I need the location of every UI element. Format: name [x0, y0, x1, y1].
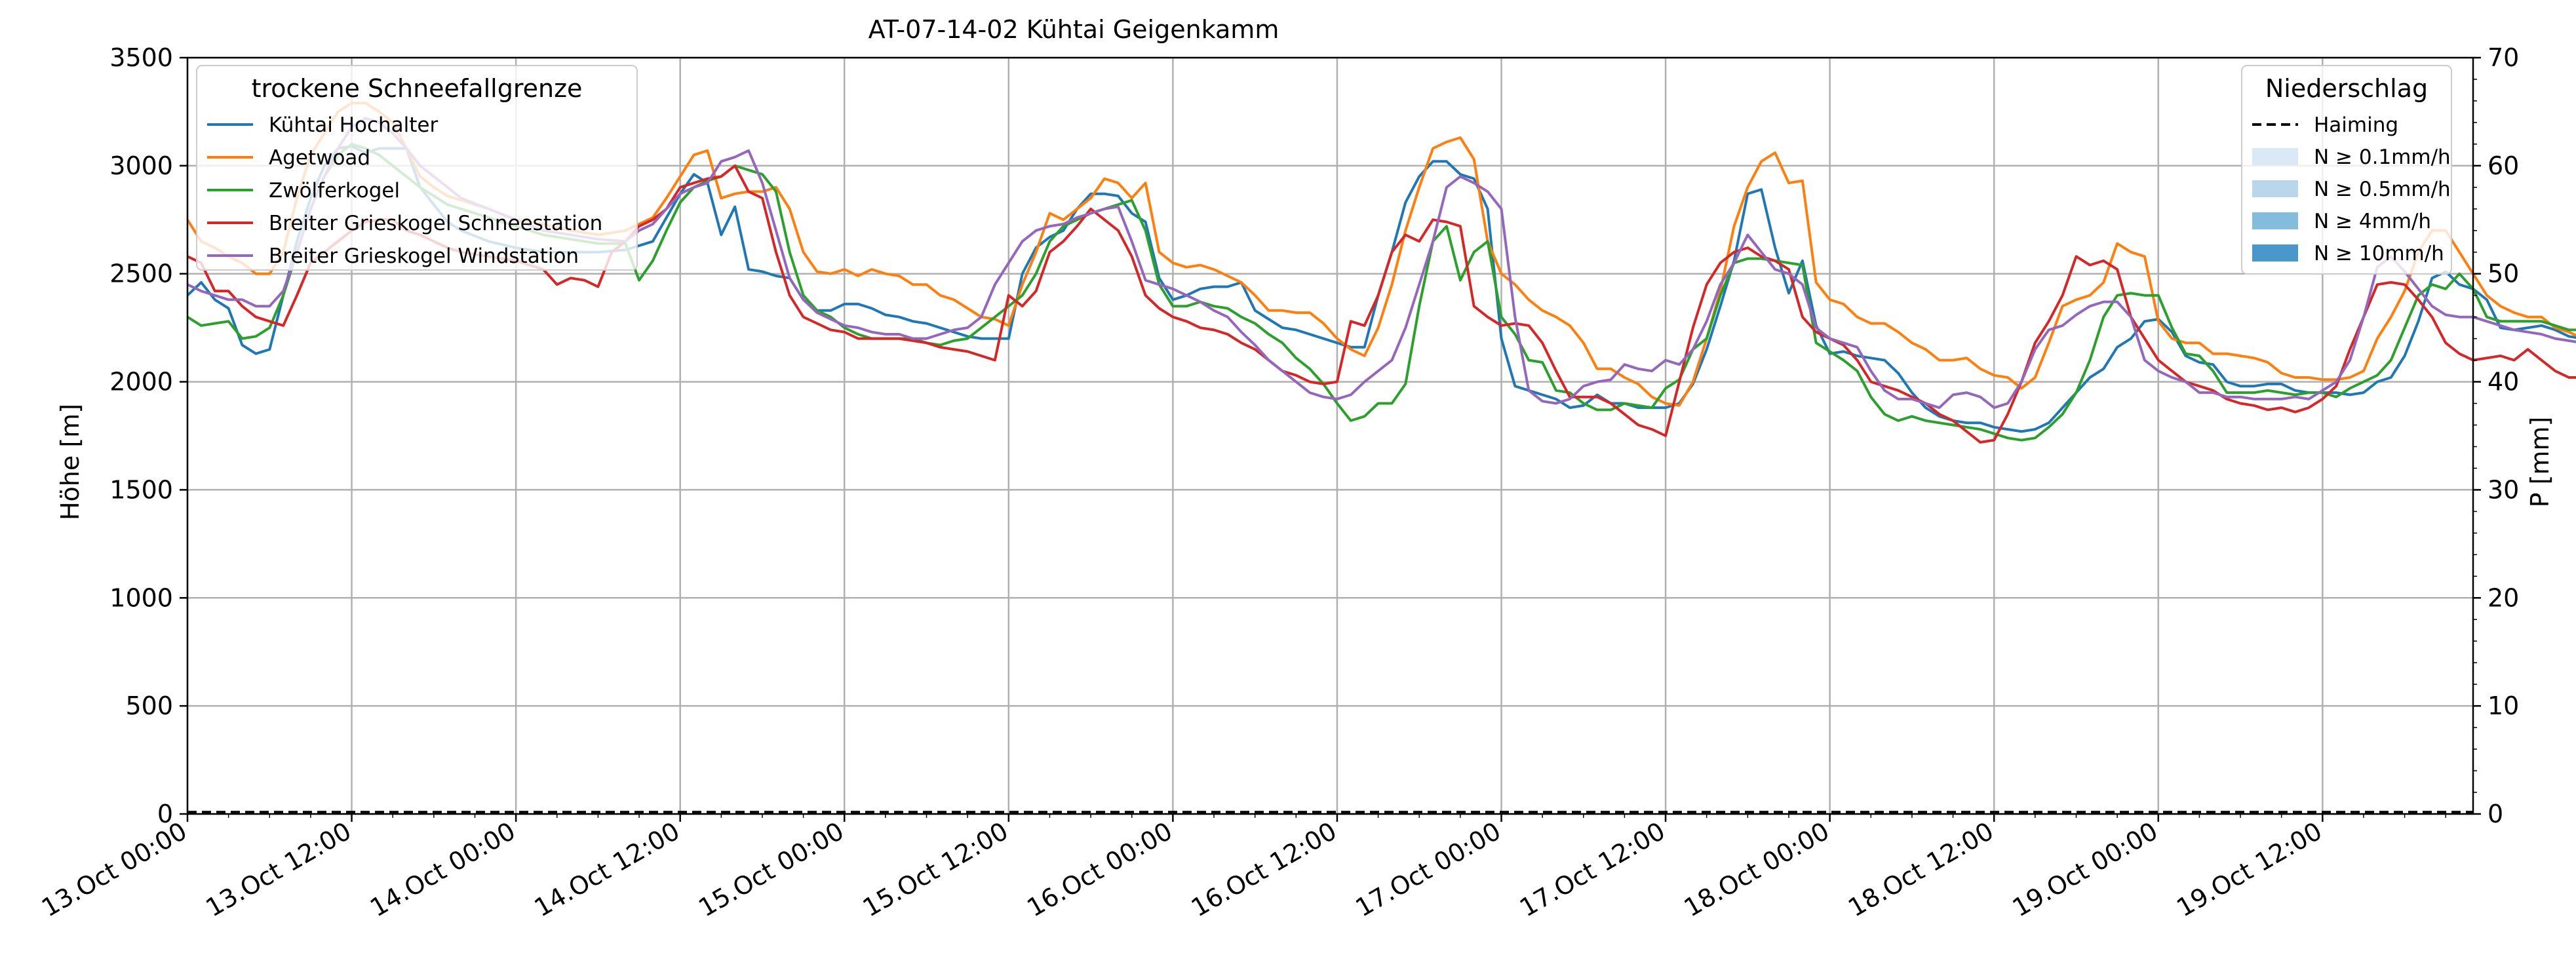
legend-precipitation-swatch: [2252, 180, 2298, 197]
y-axis-right-label: P [mm]: [2526, 417, 2554, 508]
y-axis-label: Höhe [m]: [56, 404, 85, 520]
y-tick-label: 3000: [109, 151, 173, 180]
legend-precipitation-swatch: [2252, 244, 2298, 261]
y-tick-label: 3500: [109, 43, 173, 72]
series-line-2: [186, 102, 2576, 407]
legend-snowline-label: Agetwoad: [269, 146, 370, 170]
legend-precipitation: Niederschlag Haiming N ≥ 0.1mm/h N ≥ 0.5mm…: [2241, 65, 2452, 275]
y-tick-label: 0: [157, 800, 173, 828]
legend-precipitation-swatch: [2252, 212, 2298, 229]
legend-snowline-label: Zwölferkogel: [269, 179, 400, 203]
y-right-tick-label: 60: [2488, 151, 2519, 180]
axes-frame: [186, 56, 2474, 815]
series-line-1: [186, 145, 2576, 433]
legend-snowline-box: [196, 65, 638, 271]
legend-snowline-label: Breiter Grieskogel Schneestation: [269, 212, 602, 235]
y-tick-label: 1500: [109, 475, 173, 504]
y-right-tick-label: 20: [2488, 583, 2519, 612]
legend-precipitation-title: Niederschlag: [2265, 74, 2428, 103]
series-line-3: [186, 142, 2576, 442]
y-right-tick-label: 0: [2488, 800, 2503, 828]
legend-snowline-title: trockene Schneefallgrenze: [252, 74, 583, 103]
legend-precipitation-label: N ≥ 0.5mm/h: [2314, 178, 2451, 201]
y-right-tick-label: 40: [2488, 368, 2519, 396]
y-right-tick-label: 70: [2488, 43, 2519, 72]
legend-snowline-label: Breiter Grieskogel Windstation: [269, 244, 579, 268]
y-tick-label: 2500: [109, 260, 173, 288]
legend-precipitation-label: N ≥ 4mm/h: [2314, 210, 2431, 233]
y-axis-left-ticks: 0 500 1000 1500 2000 2500 3000 3500: [109, 43, 187, 828]
legend-snowline-label: Kühtai Hochalter: [269, 113, 439, 137]
y-right-tick-label: 30: [2488, 475, 2519, 504]
chart-title: AT-07-14-02 Kühtai Geigenkamm: [868, 15, 1279, 44]
y-tick-label: 1000: [109, 583, 173, 612]
legend-precipitation-swatch: [2252, 148, 2298, 165]
y-right-tick-label: 10: [2488, 691, 2519, 720]
legend-precipitation-label: Haiming: [2314, 113, 2398, 137]
legend-precipitation-label: N ≥ 10mm/h: [2314, 242, 2444, 265]
legend-precipitation-label: N ≥ 0.1mm/h: [2314, 145, 2451, 169]
y-tick-label: 2000: [109, 368, 173, 396]
legend-snowline: trockene Schneefallgrenze Kühtai Hochalt…: [196, 65, 638, 271]
y-tick-label: 500: [125, 691, 173, 720]
y-right-tick-label: 50: [2488, 260, 2519, 288]
series-line-5: [187, 117, 2576, 410]
plot-area-border: [186, 56, 2474, 815]
series-lines: [186, 102, 2576, 444]
y-axis-right-ticks: 0 10 20 30 40 50 60 70: [2473, 43, 2519, 828]
